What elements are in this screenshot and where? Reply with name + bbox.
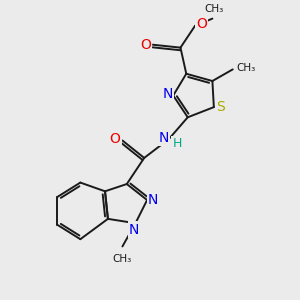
Text: N: N (148, 193, 158, 207)
Text: H: H (172, 137, 182, 150)
Text: N: N (158, 130, 169, 145)
Text: S: S (216, 100, 225, 114)
Text: CH₃: CH₃ (236, 63, 255, 73)
Text: O: O (110, 132, 121, 146)
Text: N: N (163, 87, 173, 101)
Text: O: O (196, 17, 207, 32)
Text: N: N (129, 223, 139, 237)
Text: CH₃: CH₃ (204, 4, 224, 14)
Text: O: O (140, 38, 151, 52)
Text: CH₃: CH₃ (113, 254, 132, 264)
